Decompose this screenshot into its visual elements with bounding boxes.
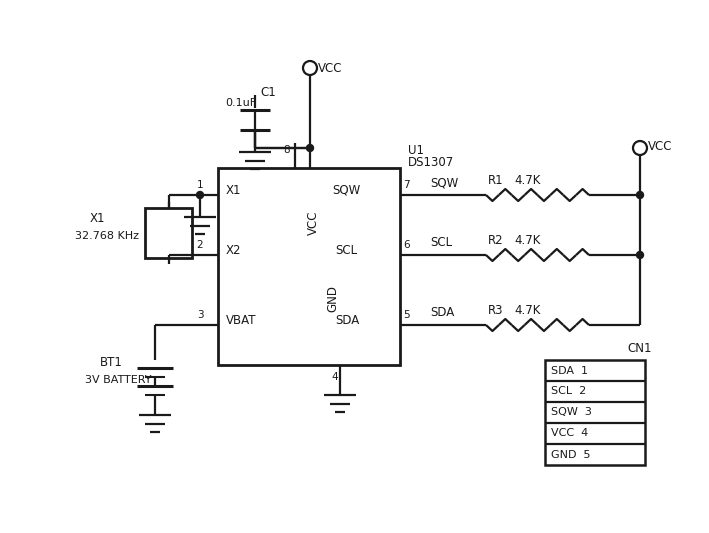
Text: SDA  1: SDA 1 <box>551 366 588 376</box>
Text: X1: X1 <box>226 183 242 197</box>
Bar <box>145 208 192 258</box>
Circle shape <box>637 191 644 198</box>
Text: SDA: SDA <box>335 313 359 327</box>
Bar <box>545 360 645 465</box>
Text: CN1: CN1 <box>627 342 652 354</box>
Text: R2: R2 <box>488 235 503 247</box>
Text: DS1307: DS1307 <box>408 156 454 168</box>
Text: 0.1uF: 0.1uF <box>225 98 256 108</box>
Text: 6: 6 <box>403 240 410 250</box>
Text: GND: GND <box>327 285 340 311</box>
Text: 3: 3 <box>196 310 203 320</box>
Circle shape <box>306 144 313 151</box>
Text: VCC: VCC <box>648 140 673 152</box>
Text: SCL: SCL <box>430 237 452 249</box>
Text: BT1: BT1 <box>100 357 123 369</box>
Text: SCL  2: SCL 2 <box>551 386 586 397</box>
Text: X1: X1 <box>90 212 106 224</box>
Text: SCL: SCL <box>335 244 357 256</box>
Text: 3V BATTERY: 3V BATTERY <box>85 375 152 385</box>
Text: U1: U1 <box>408 143 424 157</box>
Text: VCC  4: VCC 4 <box>551 429 588 439</box>
Text: VCC: VCC <box>318 61 342 75</box>
Text: VBAT: VBAT <box>226 313 257 327</box>
Text: SQW: SQW <box>332 183 360 197</box>
Text: GND  5: GND 5 <box>551 449 591 459</box>
Text: SQW: SQW <box>430 176 458 190</box>
Text: 2: 2 <box>196 240 203 250</box>
Text: 7: 7 <box>403 180 410 190</box>
Text: VCC: VCC <box>306 211 320 235</box>
Text: 4: 4 <box>332 372 338 382</box>
Bar <box>218 168 400 365</box>
Text: X2: X2 <box>226 244 242 256</box>
Text: 4.7K: 4.7K <box>514 235 540 247</box>
Text: R1: R1 <box>488 174 503 188</box>
Text: SDA: SDA <box>430 306 454 319</box>
Text: 1: 1 <box>196 180 203 190</box>
Text: 4.7K: 4.7K <box>514 304 540 318</box>
Text: 8: 8 <box>284 145 290 155</box>
Text: 32.768 KHz: 32.768 KHz <box>75 231 139 241</box>
Circle shape <box>637 252 644 259</box>
Text: 5: 5 <box>403 310 410 320</box>
Text: 4.7K: 4.7K <box>514 174 540 188</box>
Circle shape <box>196 191 203 198</box>
Text: C1: C1 <box>260 85 276 99</box>
Text: R3: R3 <box>488 304 503 318</box>
Text: SQW  3: SQW 3 <box>551 408 592 417</box>
